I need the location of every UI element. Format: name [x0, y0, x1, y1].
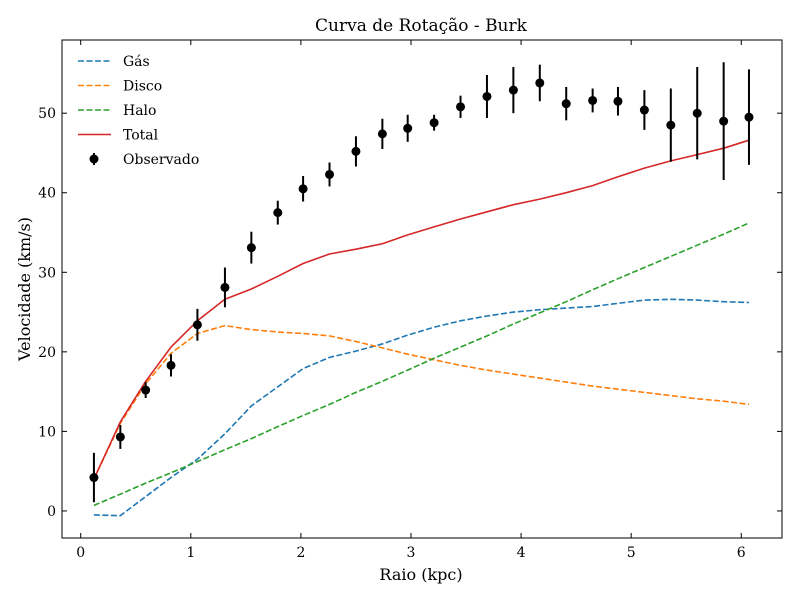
- y-tick-label: 40: [38, 186, 56, 202]
- x-tick-label: 3: [407, 545, 416, 561]
- x-axis-title: Raio (kpc): [379, 565, 462, 584]
- observed-point: [377, 129, 387, 139]
- x-tick-label: 1: [186, 545, 195, 561]
- plot-frame: [61, 39, 783, 539]
- x-tick-label: 0: [76, 545, 85, 561]
- observed-point: [273, 208, 283, 218]
- x-tick-label: 2: [296, 545, 305, 561]
- observed-point: [639, 105, 649, 115]
- observed-point: [588, 95, 598, 105]
- y-tick-label: 10: [38, 424, 56, 440]
- chart-title: Curva de Rotação - Burk: [315, 16, 528, 36]
- x-tick-label: 5: [627, 545, 636, 561]
- observed-point: [115, 432, 125, 442]
- legend-label: Halo: [123, 103, 156, 119]
- observed-point: [166, 360, 176, 370]
- x-tick-label: 6: [737, 545, 746, 561]
- observed-point: [692, 108, 702, 118]
- observed-point: [482, 91, 492, 101]
- legend-swatch-point: [89, 154, 99, 164]
- observed-point: [456, 102, 466, 112]
- y-tick-label: 30: [38, 265, 56, 281]
- series-line-halo: [93, 222, 750, 507]
- legend-label: Total: [123, 128, 159, 144]
- legend-label: Observado: [123, 152, 199, 168]
- y-tick-label: 20: [38, 345, 56, 361]
- observed-point: [719, 116, 729, 126]
- legend-label: Gás: [123, 54, 150, 70]
- y-tick-label: 50: [38, 106, 56, 122]
- observed-point: [246, 243, 256, 253]
- x-tick-label: 4: [517, 545, 526, 561]
- observed-point: [535, 78, 545, 88]
- observed-point: [220, 282, 230, 292]
- series-line-disco: [93, 324, 750, 480]
- plot-area: [89, 62, 754, 517]
- observed-point: [613, 96, 623, 106]
- axes: 0 1 2 3 4 5 6 0 10 20 30 40 50: [38, 39, 783, 561]
- observed-point: [298, 184, 308, 194]
- observed-point: [403, 123, 413, 133]
- y-axis-title: Velocidade (km/s): [15, 217, 34, 362]
- legend: Gás Disco Halo Total Observado: [78, 54, 199, 168]
- observed-point: [429, 118, 439, 128]
- observed-point: [141, 385, 151, 395]
- observed-point: [89, 473, 99, 483]
- observed-point: [744, 112, 754, 122]
- observed-point: [192, 320, 202, 330]
- plot-clipped-group: [89, 62, 754, 517]
- legend-label: Disco: [123, 79, 162, 95]
- observed-point: [666, 120, 676, 130]
- series-line-total: [93, 139, 750, 480]
- y-tick-label: 0: [47, 504, 56, 520]
- observed-point: [351, 146, 361, 156]
- observed-point: [508, 85, 518, 95]
- observed-point: [561, 99, 571, 109]
- series-line-gas: [93, 298, 750, 517]
- observed-point: [325, 169, 335, 179]
